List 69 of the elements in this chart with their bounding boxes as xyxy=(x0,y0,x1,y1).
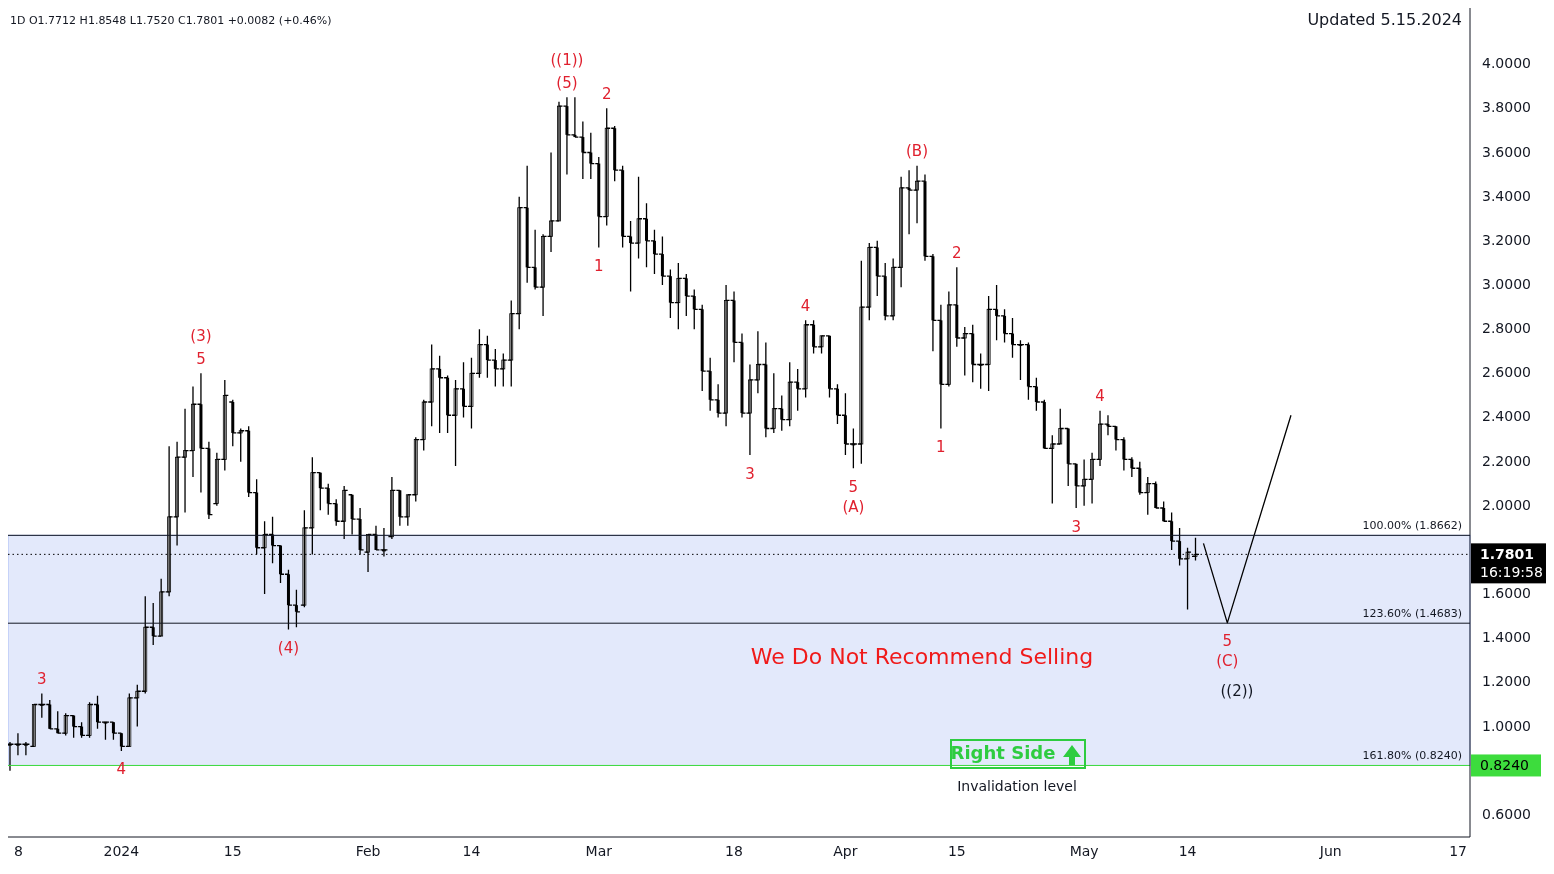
y-tick-label: 2.0000 xyxy=(1482,496,1531,513)
candlestick xyxy=(986,295,991,392)
x-tick-label: 15 xyxy=(947,843,966,859)
ref-line-label: 123.60% (1.4683) xyxy=(1362,607,1462,621)
text: 0.8240 xyxy=(1480,757,1529,774)
annotation: (3) xyxy=(190,326,212,345)
x-tick-label: 15 xyxy=(223,843,242,859)
annotation: Invalidation level xyxy=(957,778,1077,794)
annotation: We Do Not Recommend Selling xyxy=(750,644,1094,669)
x-tick-label: Mar xyxy=(585,843,613,859)
text: 16:19:58 xyxy=(1480,564,1543,581)
x-tick-label: Apr xyxy=(833,843,858,859)
annotation: 3 xyxy=(1071,517,1081,536)
y-tick-label: 2.2000 xyxy=(1482,452,1531,469)
y-tick-label: 4.0000 xyxy=(1482,55,1531,72)
annotation: Right Side xyxy=(950,742,1056,763)
y-tick-label: 3.6000 xyxy=(1482,143,1531,160)
x-tick-label: 18 xyxy=(725,843,743,859)
y-tick-label: 3.8000 xyxy=(1482,99,1531,116)
annotation: 4 xyxy=(116,760,127,779)
y-tick-label: 1.2000 xyxy=(1482,673,1531,690)
annotation: (5) xyxy=(556,73,578,92)
annotation: 4 xyxy=(800,296,811,315)
x-tick-label: 8 xyxy=(14,843,23,859)
annotation: 1 xyxy=(936,438,946,457)
x-tick-label: May xyxy=(1069,843,1099,859)
annotation: 2 xyxy=(952,243,962,262)
annotation: (B) xyxy=(906,142,929,161)
y-tick-label: 2.6000 xyxy=(1482,364,1531,381)
x-tick-label: 2024 xyxy=(103,843,140,859)
annotation: 5 xyxy=(848,477,859,496)
annotation: (C) xyxy=(1216,652,1239,671)
candlestick xyxy=(453,379,458,467)
annotation: ((1)) xyxy=(550,50,584,69)
y-tick-label: 1.0000 xyxy=(1482,717,1531,734)
y-tick-label: 3.4000 xyxy=(1482,187,1531,204)
ref-line-label: 1.7801 xyxy=(1480,546,1535,563)
x-tick-label: Jun xyxy=(1318,843,1342,859)
candlestick xyxy=(819,335,824,355)
annotation: (4) xyxy=(277,638,300,657)
candlestick xyxy=(803,319,808,399)
y-tick-label: 1.6000 xyxy=(1482,585,1531,602)
y-tick-label: 2.4000 xyxy=(1482,408,1531,425)
annotation: 5 xyxy=(196,349,206,368)
y-tick-label: 2.8000 xyxy=(1482,320,1531,337)
annotation: 4 xyxy=(1095,387,1105,406)
annotation: 3 xyxy=(37,669,47,688)
candlestick xyxy=(636,176,641,260)
ref-line-label: 161.80% (0.8240) xyxy=(1362,749,1462,763)
y-tick-label: 1.4000 xyxy=(1482,629,1531,646)
text: 1D O1.7712 H1.8548 L1.7520 C1.7801 +0.0082 (+0.46%) xyxy=(10,14,332,27)
y-tick-label: 3.2000 xyxy=(1482,231,1531,248)
x-tick-label: Feb xyxy=(355,843,381,859)
chart-subtitle: Updated 5.15.2024 xyxy=(1307,10,1462,29)
annotation: ((2)) xyxy=(1220,681,1254,700)
candlestick xyxy=(469,357,474,430)
annotation: (A) xyxy=(842,497,865,516)
annotation: 1 xyxy=(593,256,604,275)
y-tick-label: 3.0000 xyxy=(1482,276,1531,292)
annotation: 5 xyxy=(1222,632,1233,651)
y-tick-label: 0.6000 xyxy=(1482,805,1531,822)
ref-line-label: 100.00% (1.8662) xyxy=(1362,519,1462,533)
candlestick xyxy=(87,701,92,739)
annotation: 3 xyxy=(745,464,755,483)
x-tick-label: 14 xyxy=(1178,843,1197,859)
x-tick-label: 14 xyxy=(462,843,481,859)
candlestick xyxy=(477,328,482,379)
x-tick-label: 17 xyxy=(1449,843,1467,859)
annotation: 2 xyxy=(601,84,612,103)
